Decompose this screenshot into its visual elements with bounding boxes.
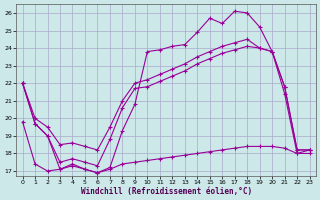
X-axis label: Windchill (Refroidissement éolien,°C): Windchill (Refroidissement éolien,°C) [81,187,252,196]
